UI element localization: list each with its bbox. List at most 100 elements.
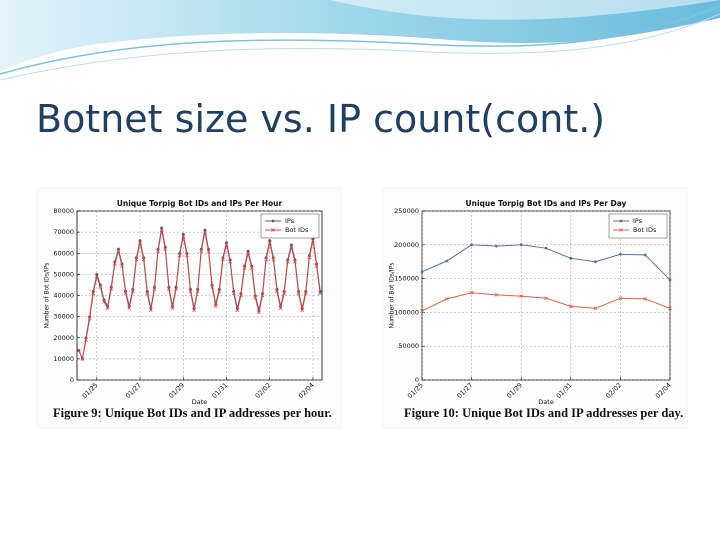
legend-box	[260, 213, 320, 239]
data-point	[619, 252, 622, 256]
chart-title: Unique Torpig Bot IDs and IPs Per Hour	[117, 199, 283, 208]
legend-label: Bot IDs	[285, 226, 309, 234]
data-point	[231, 291, 236, 296]
y-tick-label: 0	[415, 376, 419, 384]
data-point	[544, 246, 548, 250]
data-point	[300, 308, 305, 313]
data-point	[152, 287, 157, 292]
data-point	[285, 259, 290, 264]
legend-marker	[619, 228, 623, 232]
data-point	[199, 249, 204, 254]
data-point	[94, 274, 99, 279]
data-point	[445, 259, 449, 263]
data-point	[268, 239, 272, 242]
data-point	[145, 291, 150, 296]
y-tick-label: 80000	[53, 207, 74, 215]
plot-area	[421, 210, 671, 381]
data-point	[221, 257, 225, 262]
data-point	[668, 278, 672, 282]
data-point	[296, 291, 301, 296]
data-point	[568, 304, 573, 309]
data-point	[224, 242, 229, 247]
data-point	[519, 294, 524, 299]
legend-marker	[619, 219, 623, 223]
charts: 0 10000 20000 30000 40000 50000 60000 70000 8000…	[36, 187, 688, 429]
data-point	[228, 259, 233, 264]
data-point	[303, 291, 308, 296]
data-point	[181, 232, 185, 236]
data-point	[188, 289, 193, 294]
data-point	[519, 243, 523, 247]
data-point	[494, 292, 499, 297]
data-point	[618, 296, 623, 301]
data-point	[116, 249, 121, 254]
chart-title: Unique Torpig Bot IDs and IPs Per Day	[466, 199, 627, 208]
figure-caption: Figure 10: Unique Bot IDs and IP address…	[404, 406, 683, 420]
data-point	[177, 253, 182, 258]
data-point	[120, 264, 124, 268]
data-point	[123, 291, 128, 296]
legend-marker	[271, 228, 275, 232]
data-point	[160, 226, 164, 230]
data-point	[260, 293, 265, 298]
data-point	[76, 348, 81, 353]
x-axis-label: Date	[192, 398, 208, 406]
data-point	[267, 240, 272, 245]
data-point	[127, 306, 132, 311]
data-point	[98, 285, 103, 289]
data-point	[192, 308, 196, 313]
data-point	[289, 245, 294, 249]
data-point	[470, 243, 473, 247]
data-point	[242, 266, 247, 270]
y-tick-label: 70000	[53, 228, 74, 236]
series-line	[78, 229, 321, 361]
y-tick-label: 50000	[398, 342, 419, 350]
data-point	[275, 289, 279, 294]
data-point	[307, 255, 312, 260]
legend-marker	[271, 219, 275, 223]
y-tick-label: 250000	[394, 207, 419, 215]
data-point	[138, 240, 142, 245]
data-point	[469, 290, 474, 295]
data-point	[271, 257, 276, 262]
data-point	[203, 230, 207, 235]
data-point	[593, 306, 598, 311]
data-point	[225, 241, 228, 245]
data-point	[206, 249, 211, 254]
y-tick-label: 50000	[53, 270, 74, 278]
data-point	[102, 299, 106, 304]
data-point	[643, 296, 648, 301]
y-axis-label: Number of Bot IDs/IPs	[389, 263, 396, 329]
y-tick-label: 150000	[394, 275, 419, 283]
data-point	[210, 285, 214, 289]
data-point	[257, 310, 261, 315]
data-point	[159, 228, 164, 232]
legend-label: Bot IDs	[633, 226, 657, 234]
data-point	[569, 256, 573, 260]
data-point	[668, 306, 672, 311]
data-point	[105, 306, 110, 311]
y-tick-label: 200000	[394, 241, 419, 249]
data-point	[544, 296, 548, 301]
data-point	[170, 306, 175, 311]
header-decoration	[0, 0, 720, 81]
data-point	[217, 289, 222, 294]
data-point	[117, 247, 120, 251]
data-point	[420, 309, 424, 313]
y-tick-label: 60000	[53, 249, 74, 257]
data-point	[643, 253, 647, 257]
data-point	[444, 296, 449, 301]
data-point	[138, 239, 142, 242]
data-point	[163, 247, 168, 251]
y-tick-label: 30000	[53, 313, 74, 321]
x-axis-label: Date	[538, 398, 554, 406]
data-point	[253, 295, 258, 300]
data-point	[249, 266, 254, 270]
data-point	[185, 253, 189, 258]
slide-title: Botnet size vs. IP count(cont.)	[36, 97, 605, 141]
data-point	[264, 257, 269, 262]
data-point	[246, 251, 251, 256]
data-point	[420, 270, 424, 274]
